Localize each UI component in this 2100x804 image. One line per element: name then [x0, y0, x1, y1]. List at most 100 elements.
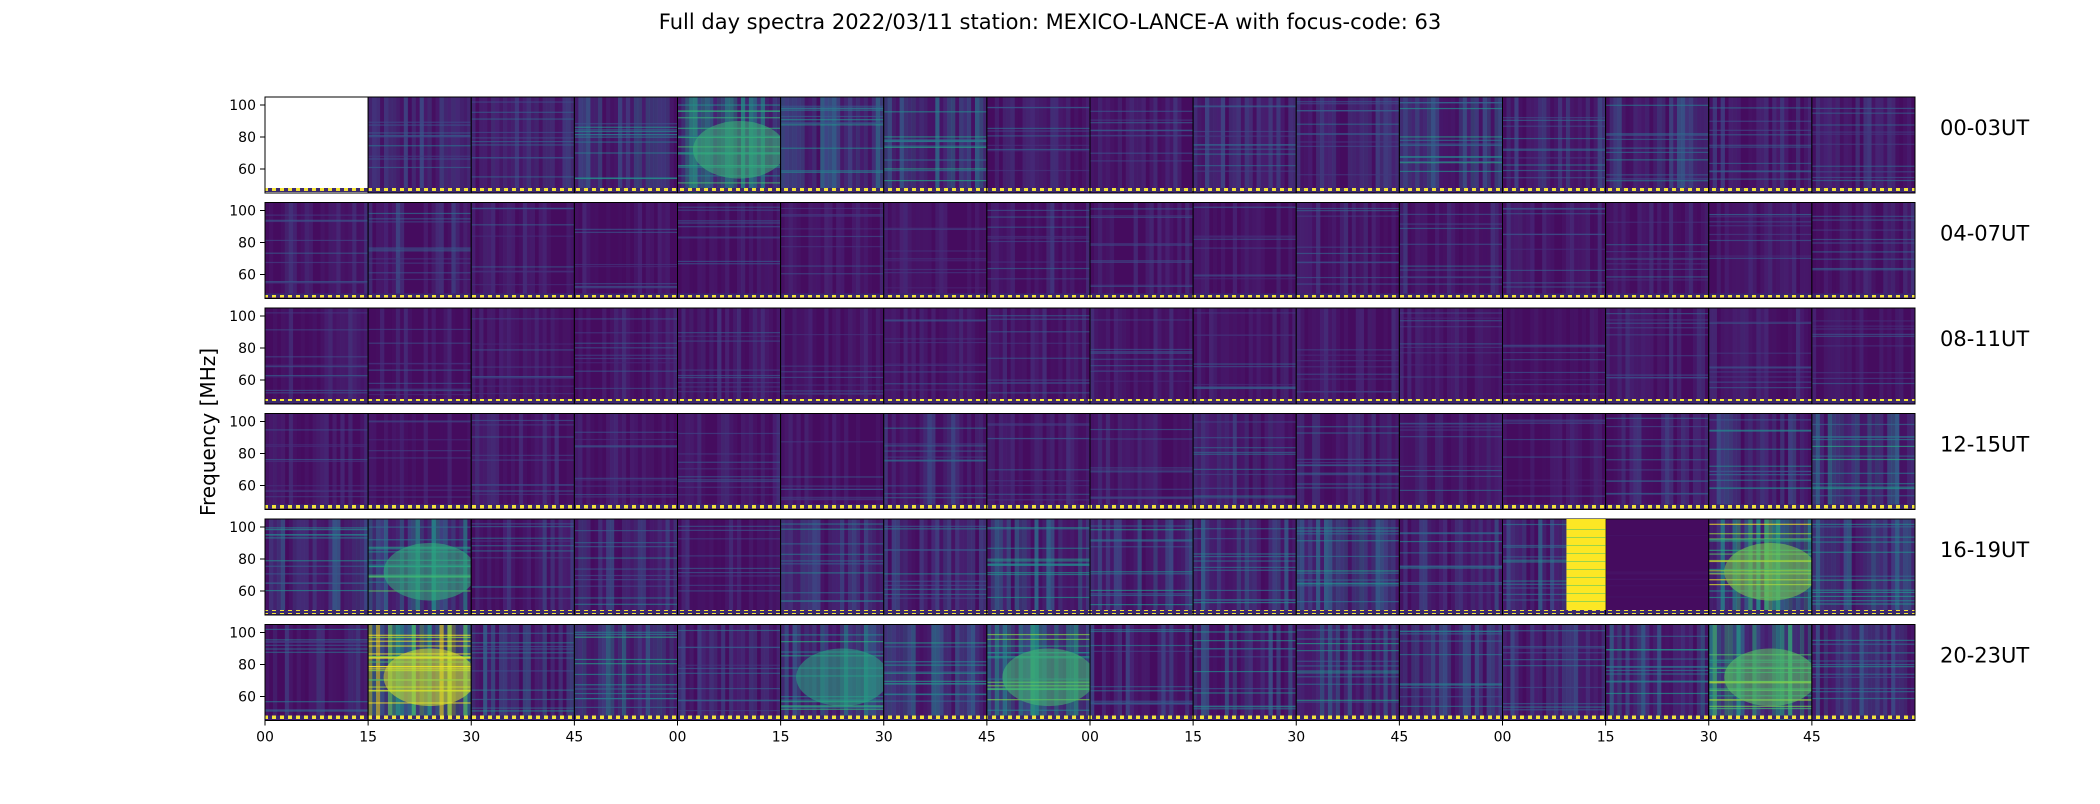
x-tick-label: 45	[978, 730, 996, 746]
spectrum-panel	[883, 307, 988, 405]
spectrum-panel	[780, 202, 885, 299]
spectrum-panel	[1605, 624, 1710, 721]
calibration-stripe	[1399, 610, 1503, 614]
calibration-stripe	[883, 504, 987, 509]
spectrum-panel	[264, 96, 369, 194]
row-label: 20-23UT	[1940, 644, 2029, 668]
row-label: 08-11UT	[1940, 327, 2029, 351]
calibration-stripe	[677, 715, 781, 720]
panel-frame	[1811, 202, 1916, 299]
calibration-stripe	[1296, 610, 1400, 614]
panel-frame	[1811, 307, 1916, 405]
spectrum-panel	[1089, 202, 1194, 299]
x-tick-label: 30	[875, 730, 893, 746]
calibration-stripe	[1296, 715, 1400, 720]
calibration-stripe	[1193, 399, 1297, 403]
spectrum-panel	[367, 413, 472, 510]
spectrum-panel	[677, 96, 786, 194]
spectrum-panel	[1398, 624, 1503, 721]
calibration-stripe	[265, 399, 369, 403]
spectrum-panel	[1192, 96, 1297, 194]
spectrum-panel	[573, 96, 678, 194]
calibration-stripe	[574, 293, 678, 298]
y-tick-label: 100	[229, 415, 256, 431]
spectrum-panel	[1398, 518, 1503, 616]
spectrum-panel	[677, 202, 782, 299]
calibration-stripe	[1399, 188, 1503, 192]
spectrum-panel	[1089, 413, 1194, 510]
spectrum-panel	[677, 307, 782, 405]
spectrum-panel	[264, 307, 369, 405]
spectrum-panel	[1502, 307, 1607, 405]
spectrum-panel	[1295, 202, 1400, 299]
panel-frame	[1811, 518, 1916, 616]
calibration-stripe	[1502, 399, 1606, 403]
calibration-stripe	[1708, 610, 1812, 614]
spectrum-panel	[470, 307, 575, 405]
calibration-stripe	[368, 504, 472, 509]
spectrum-panel	[1811, 307, 1916, 405]
calibration-stripe	[1399, 715, 1503, 720]
y-tick-label: 60	[238, 584, 256, 600]
calibration-stripe	[986, 504, 1090, 509]
calibration-stripe	[1193, 188, 1297, 192]
calibration-stripe	[1502, 188, 1606, 192]
calibration-stripe	[1605, 188, 1709, 192]
spectrum-panel	[264, 202, 369, 299]
calibration-stripe	[986, 293, 1090, 298]
spectrum-panel	[780, 518, 885, 616]
spectrum-panel	[986, 518, 1091, 616]
calibration-stripe	[471, 293, 575, 298]
y-tick-label: 80	[238, 658, 256, 674]
spectrum-panel	[573, 624, 678, 721]
spectrum-panel	[470, 413, 575, 510]
panel-frame	[1811, 96, 1916, 194]
spectrum-panel	[883, 202, 988, 299]
y-tick-label: 100	[229, 626, 256, 642]
spectrum-panel	[986, 307, 1091, 405]
y-tick-label: 60	[238, 268, 256, 284]
calibration-stripe	[1605, 504, 1709, 509]
calibration-stripe	[883, 715, 987, 720]
calibration-stripe	[265, 188, 369, 192]
calibration-stripe	[574, 715, 678, 720]
calibration-stripe	[471, 188, 575, 192]
calibration-stripe	[1811, 188, 1915, 192]
calibration-stripe	[1708, 188, 1812, 192]
spectrum-panel	[367, 518, 477, 616]
calibration-stripe	[1502, 504, 1606, 509]
spectrum-panel	[1708, 202, 1813, 299]
calibration-stripe	[883, 188, 987, 192]
calibration-stripe	[883, 293, 987, 298]
spectrum-panel	[1089, 307, 1194, 405]
x-tick-label: 45	[1803, 730, 1821, 746]
calibration-stripe	[368, 188, 472, 192]
y-tick-label: 100	[229, 204, 256, 220]
calibration-stripe	[1502, 293, 1606, 298]
x-tick-label: 00	[256, 730, 274, 746]
spectrum-panel	[883, 413, 988, 510]
spectrum-panel	[1708, 307, 1813, 405]
spectrum-panel	[1398, 307, 1503, 405]
calibration-stripe	[1811, 504, 1915, 509]
spectra-row: 60 80 100 00-03UT	[229, 96, 2029, 194]
x-tick-label: 30	[1287, 730, 1305, 746]
spectrum-panel	[1089, 518, 1194, 616]
x-tick-label: 00	[1081, 730, 1099, 746]
x-tick-label: 15	[1184, 730, 1202, 746]
spectrum-panel	[780, 96, 885, 194]
calibration-stripe	[780, 504, 884, 509]
spectrum-panel	[470, 202, 575, 299]
calibration-stripe	[1811, 293, 1915, 298]
radio-burst	[1566, 519, 1606, 610]
spectrum-panel	[1708, 624, 1818, 721]
spectrum-panel	[677, 624, 782, 721]
spectrum-panel	[1708, 413, 1813, 510]
spectrum-panel	[1295, 518, 1400, 616]
x-tick-label: 00	[669, 730, 687, 746]
calibration-stripe	[677, 399, 781, 403]
calibration-stripe	[265, 293, 369, 298]
x-tick-label: 45	[565, 730, 583, 746]
